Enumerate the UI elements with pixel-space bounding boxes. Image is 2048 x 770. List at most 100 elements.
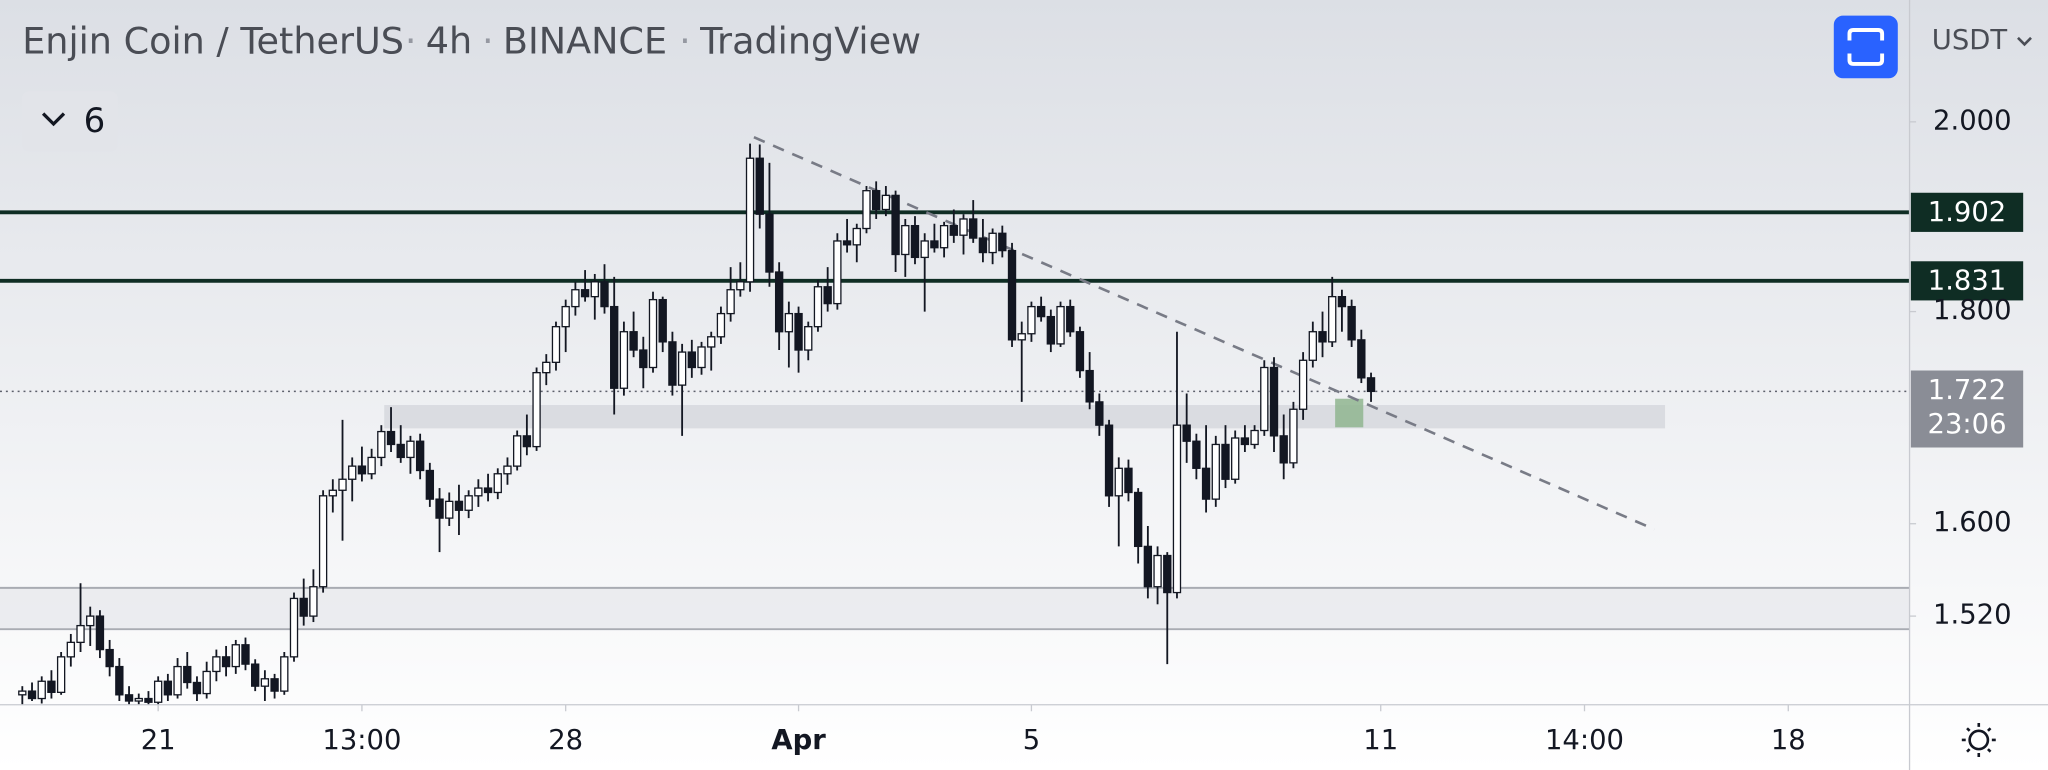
candle-body [532, 372, 541, 448]
candle-body [425, 469, 435, 500]
x-tick-label: Apr [771, 725, 826, 756]
chevron [41, 112, 66, 127]
fullscreen-button[interactable] [1833, 15, 1898, 79]
source: TradingView [699, 20, 921, 63]
candle-body [1163, 554, 1172, 594]
y-tick-label: 2.000 [1933, 105, 2012, 136]
candle-body [1250, 429, 1259, 446]
candle-body [823, 286, 832, 305]
candle-body [406, 440, 415, 459]
candle-body [784, 312, 794, 333]
candle-body [852, 227, 861, 246]
icon [1961, 723, 1996, 757]
candle-body [1153, 554, 1162, 588]
candle-body [687, 351, 697, 369]
candle-body [1085, 369, 1094, 403]
candle-body [280, 656, 289, 692]
candle-body [1192, 440, 1201, 469]
candle-body [153, 680, 163, 703]
separator: · [679, 20, 691, 63]
candle-body [949, 224, 958, 236]
candle-body [881, 194, 891, 211]
candle-body [299, 597, 308, 617]
candle-body [1260, 366, 1269, 432]
trendline [753, 136, 1655, 531]
candle-body [173, 665, 182, 696]
collapse-button[interactable]: 6 [22, 91, 118, 152]
candle-body [862, 190, 871, 230]
candle-body [357, 465, 367, 475]
candle-body [1240, 437, 1250, 446]
candle-body [386, 430, 396, 446]
candle-body [978, 237, 988, 254]
icon [1847, 28, 1885, 66]
candle-body [221, 656, 231, 668]
candle-body [590, 281, 599, 298]
candle-body [610, 305, 619, 389]
candle-body [163, 680, 173, 696]
candle-body [144, 697, 153, 703]
interval: 4h [426, 20, 472, 63]
candle-body [804, 326, 813, 351]
candle-body [600, 281, 609, 308]
button-bg [1833, 15, 1898, 79]
candle-body [1007, 249, 1017, 341]
chevron [2017, 36, 2032, 47]
candle-body [765, 213, 774, 273]
candle-body [338, 478, 347, 491]
candle-body [47, 680, 56, 693]
candle-body [124, 694, 134, 702]
candle-body [396, 443, 405, 459]
candle-body [1337, 296, 1347, 308]
x-tick-label: 14:00 [1545, 725, 1624, 756]
y-tick-label: 1.520 [1933, 600, 2012, 631]
candle-body [736, 281, 745, 291]
candle-body [1104, 424, 1114, 497]
candle-body [1172, 424, 1182, 594]
candle-body [503, 465, 512, 475]
currency-button[interactable]: USDT [1932, 25, 2032, 56]
candle-body [639, 349, 648, 369]
candle-body [105, 648, 114, 668]
candle-body [998, 232, 1007, 252]
level-label: 1.831 [1928, 266, 2007, 297]
candle-body [833, 240, 842, 305]
candle-body [677, 351, 687, 386]
zone [384, 405, 1666, 429]
candle-body [377, 430, 386, 459]
candle-body [309, 586, 318, 617]
candle-body [454, 500, 464, 511]
candle-body [542, 361, 551, 374]
candle-body [260, 678, 270, 687]
candle-body [37, 680, 46, 700]
candle-body [842, 240, 852, 246]
x-tick-label: 5 [1023, 725, 1040, 756]
countdown: 23:06 [1928, 409, 2007, 440]
x-tick-label: 13:00 [322, 725, 401, 756]
candle-body [56, 656, 66, 693]
candle-body [939, 224, 949, 249]
candle-body [1075, 331, 1085, 372]
candle-body [969, 218, 978, 239]
settings-icon[interactable] [1961, 723, 1996, 757]
candle-body [1298, 359, 1308, 410]
candle-body [629, 331, 638, 351]
candle-body [619, 331, 629, 389]
separator: · [482, 20, 494, 63]
zone [1335, 398, 1364, 428]
last-price-label-bg [1910, 370, 2024, 448]
candle-body [1269, 366, 1279, 437]
candle-body [192, 681, 202, 695]
candle-body [1328, 296, 1337, 343]
button-bg [22, 91, 118, 152]
candle-body [367, 456, 376, 475]
candle-body [95, 615, 105, 651]
candle-body [648, 298, 658, 369]
icon [1968, 729, 1990, 751]
candle-body [318, 495, 328, 588]
candle-body [1036, 305, 1046, 318]
candle-body [1289, 408, 1298, 464]
candle-body [551, 326, 561, 363]
candle-body [1046, 315, 1056, 345]
